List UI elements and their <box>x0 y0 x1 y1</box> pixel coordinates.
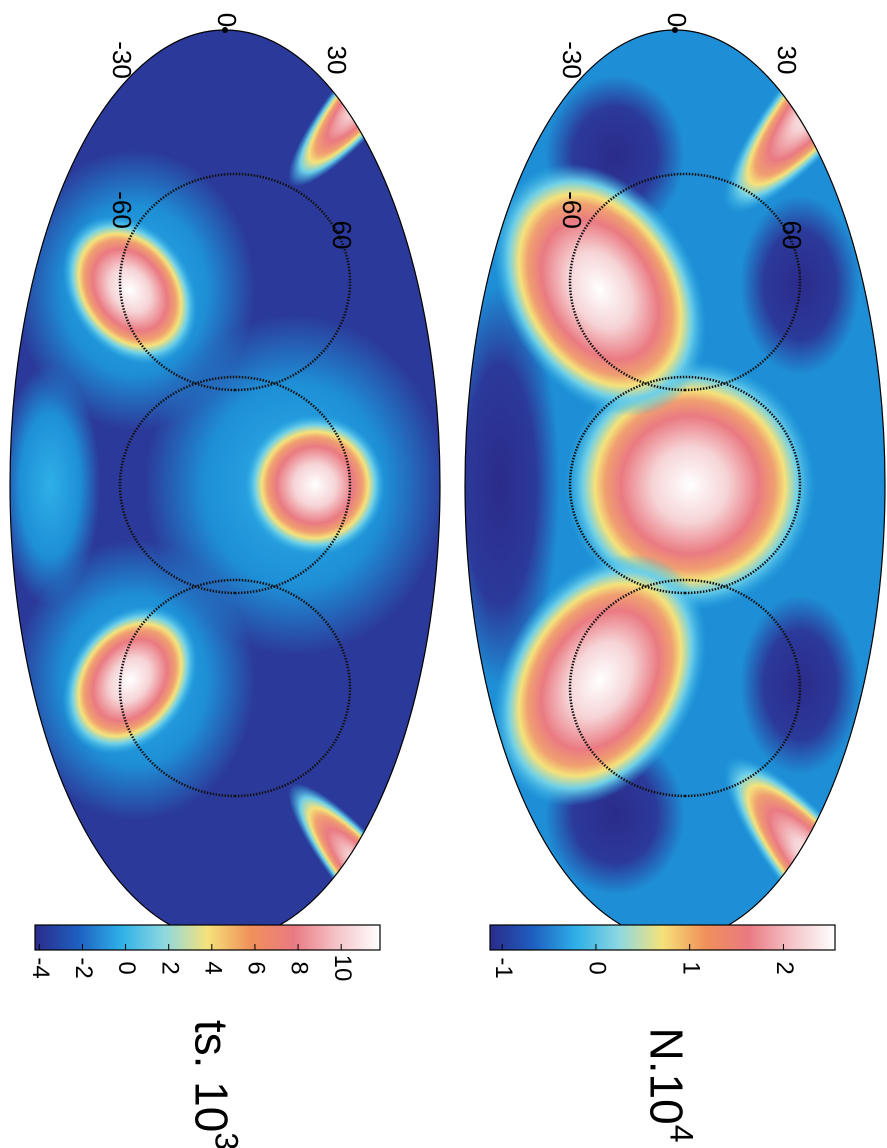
region-outline <box>568 375 802 595</box>
colorbar-title-exponent: 4 <box>663 1125 699 1143</box>
colorbar-tick-label: 1 <box>677 961 704 974</box>
colorbar-title-exponent: 3 <box>208 1132 244 1148</box>
region-outline <box>568 172 802 392</box>
high-region <box>493 553 707 807</box>
colorbar-title: N.104 <box>640 1028 699 1143</box>
latitude-label: -30 <box>107 41 137 79</box>
region-outline <box>568 578 802 798</box>
colorbar-tick-label: -2 <box>70 957 97 978</box>
latitude-label: -60 <box>107 191 137 229</box>
colorbar-tick-label: 2 <box>771 961 798 974</box>
map-panel: 0 -30 30 -60 60 -4 -2 0 2 4 6 8 10 ts. 103 <box>9 13 441 1148</box>
mid-region <box>10 365 100 605</box>
map-field <box>10 30 440 940</box>
colorbar-title-base: ts. 10 <box>185 1020 237 1133</box>
colorbar-tick-label: 0 <box>584 961 611 974</box>
region-outline <box>118 172 352 392</box>
high-region <box>493 163 707 417</box>
map-field <box>465 30 885 940</box>
colorbar-tick-label: -4 <box>27 957 54 978</box>
latitude-label: 60 <box>777 221 807 250</box>
colorbar <box>34 924 381 951</box>
pole-dot <box>672 27 678 33</box>
colorbar-tick-label: -1 <box>490 957 517 978</box>
colorbar-tick-label: 0 <box>113 961 140 974</box>
high-region <box>62 215 198 365</box>
latitude-label: 0 <box>212 13 242 27</box>
colorbar-title: ts. 103 <box>185 1020 244 1148</box>
pole-dot <box>222 27 228 33</box>
colorbar-tick-label: 10 <box>329 955 356 982</box>
latitude-label: -30 <box>557 41 587 79</box>
latitude-label: 60 <box>327 221 357 250</box>
map-panel: 0 -30 30 -60 60 -1 0 1 2 N.104 <box>464 13 886 1143</box>
latitude-label: 30 <box>772 46 802 75</box>
high-region <box>62 605 198 755</box>
colorbar-tick-label: 2 <box>156 961 183 974</box>
high-region <box>565 360 815 610</box>
colorbar-tick-label: 6 <box>243 961 270 974</box>
latitude-label: 30 <box>322 46 352 75</box>
colorbar-title-base: N.10 <box>640 1028 692 1125</box>
region-outline <box>118 578 352 798</box>
high-region <box>245 415 385 555</box>
region-outline <box>118 375 352 595</box>
latitude-label: -60 <box>557 191 587 229</box>
colorbar-tick-label: 4 <box>199 961 226 974</box>
colorbar-tick-label: 8 <box>286 961 313 974</box>
low-region <box>740 595 860 775</box>
colorbar <box>489 924 836 951</box>
latitude-label: 0 <box>662 13 692 27</box>
